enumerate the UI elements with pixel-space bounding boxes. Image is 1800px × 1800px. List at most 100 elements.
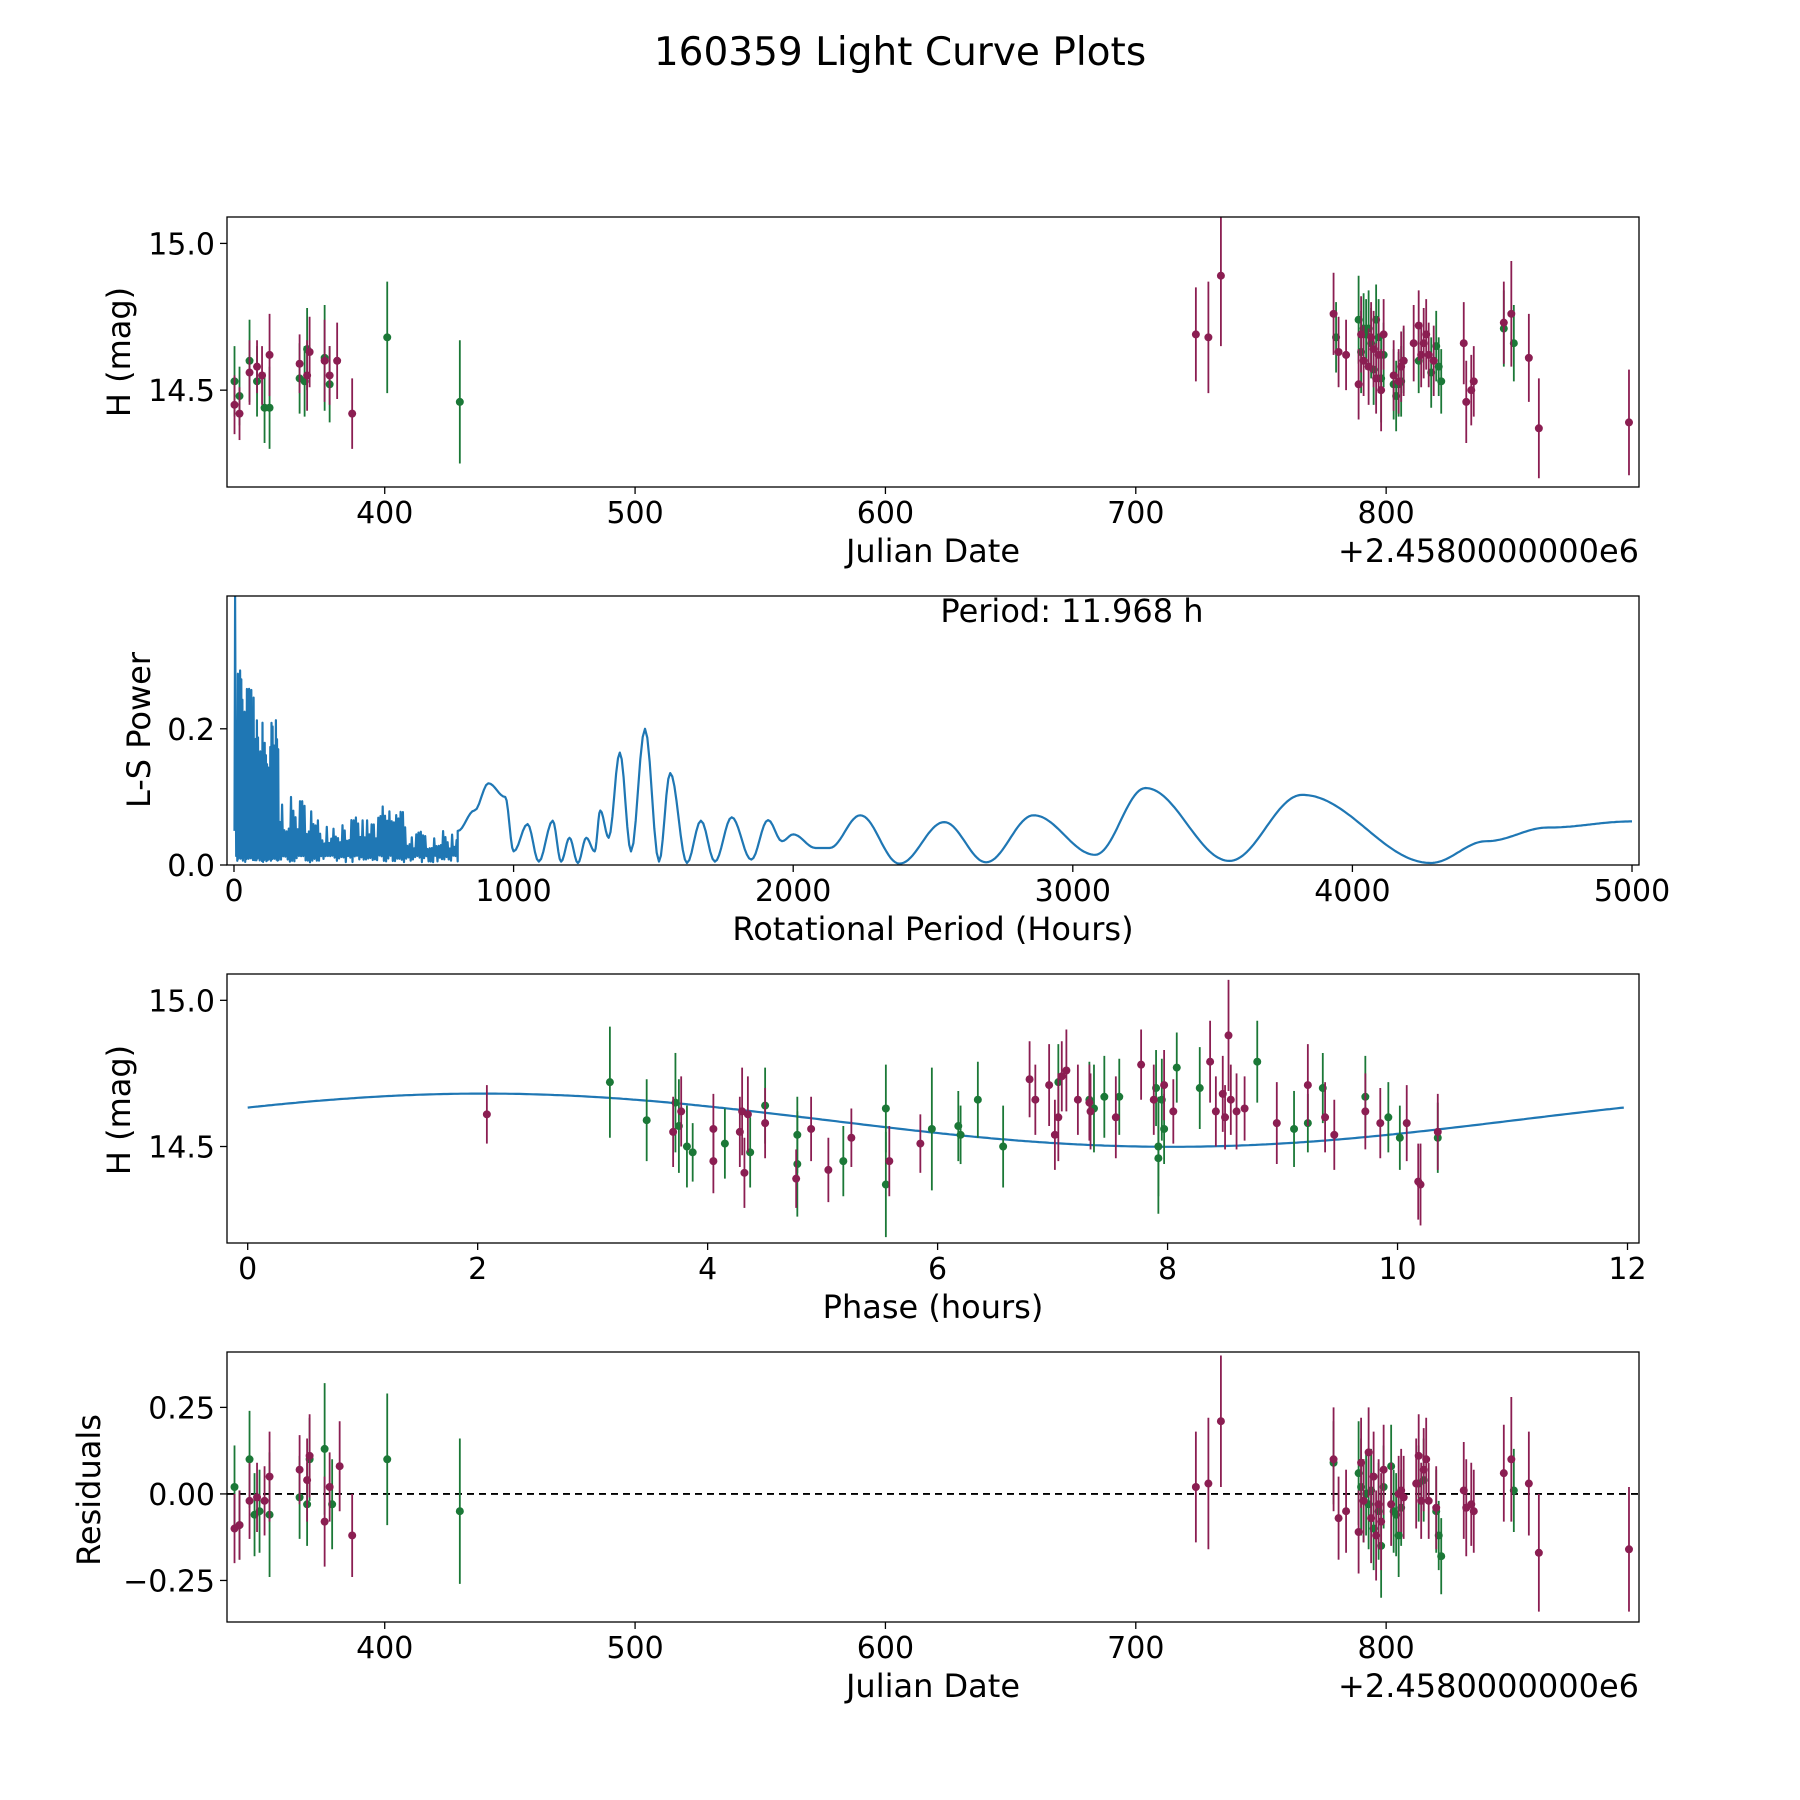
phase-point-green	[973, 1095, 982, 1104]
phase-point-green	[793, 1160, 802, 1169]
lightcurve-point-purple	[258, 371, 267, 380]
lightcurve-point-purple	[1459, 339, 1468, 348]
residual-marks	[227, 1355, 1639, 1612]
lightcurve-point-purple	[230, 400, 239, 409]
lightcurve-point-purple	[1191, 330, 1200, 339]
residual-point-purple	[1469, 1507, 1478, 1516]
lightcurve-point-purple	[265, 350, 274, 359]
periodogram-xtick-label: 3000	[1035, 874, 1111, 909]
lightcurve-offset-label: +2.4580000000e6	[1338, 532, 1639, 570]
figure-title: 160359 Light Curve Plots	[654, 30, 1146, 75]
residual-point-green	[383, 1455, 392, 1464]
lightcurve-xtick-label: 600	[857, 496, 914, 531]
phase-point-purple	[1057, 1072, 1066, 1081]
phase-point-purple	[1303, 1081, 1312, 1090]
lightcurve-point-purple	[1462, 397, 1471, 406]
residual-point-green	[1437, 1552, 1446, 1561]
periodogram-marks	[233, 596, 1632, 865]
lightcurve-point-purple	[1469, 377, 1478, 386]
lightcurve-point-purple	[1359, 356, 1368, 365]
phase-point-purple	[1402, 1119, 1411, 1128]
residual-point-purple	[325, 1483, 334, 1491]
residual-point-purple	[1364, 1448, 1373, 1457]
phase-point-purple	[916, 1139, 925, 1148]
residual-point-green	[245, 1455, 254, 1464]
phase-xlabel: Phase (hours)	[823, 1288, 1044, 1326]
phase-point-purple	[482, 1110, 491, 1119]
phase-point-purple	[1085, 1098, 1094, 1107]
lightcurve-frame	[226, 216, 1640, 488]
phase-xtick-label: 6	[928, 1252, 947, 1287]
phase-point-purple	[1361, 1107, 1370, 1116]
lightcurve-point-purple	[1534, 424, 1543, 433]
phase-frame	[226, 973, 1640, 1244]
phase-point-green	[682, 1142, 691, 1151]
residual-point-purple	[1414, 1451, 1423, 1460]
lightcurve-point-group	[230, 217, 1633, 479]
phase-point-green	[1154, 1154, 1163, 1163]
phase-point-green	[1290, 1124, 1299, 1133]
residuals-xtick-label: 800	[1358, 1631, 1415, 1666]
lightcurve-point-purple	[1624, 418, 1633, 427]
residual-point-purple	[235, 1521, 244, 1530]
residual-point-purple	[320, 1517, 329, 1526]
phase-point-purple	[792, 1174, 801, 1183]
residual-point-purple	[1329, 1455, 1338, 1464]
lightcurve-point-purple	[320, 356, 329, 365]
residual-point-purple	[1342, 1507, 1351, 1516]
lightcurve-point-purple	[235, 409, 244, 418]
phase-point-purple	[669, 1127, 678, 1136]
phase-marks	[247, 979, 1624, 1238]
periodogram-xlabel: Rotational Period (Hours)	[732, 910, 1133, 948]
periodogram-line	[233, 596, 1632, 865]
residual-point-purple	[1369, 1472, 1378, 1481]
lightcurve-point-purple	[1524, 353, 1533, 362]
lightcurve-axes: 400 500 600 700 800 14.5 15.0	[148, 227, 1415, 531]
phase-point-purple	[1224, 1031, 1233, 1040]
periodogram-annotation: Period: 11.968 h	[940, 592, 1203, 630]
periodogram-xtick-label: 2000	[755, 874, 831, 909]
phase-point-purple	[740, 1168, 749, 1177]
lightcurve-point-purple	[348, 409, 357, 418]
phase-point-purple	[1062, 1066, 1071, 1075]
residual-point-purple	[1204, 1479, 1213, 1488]
phase-point-green	[956, 1130, 965, 1139]
periodogram-ytick-label: 0.0	[167, 849, 215, 884]
periodogram-axes: 0 1000 2000 3000 4000 5000 0.0 0.2	[167, 713, 1670, 909]
phase-point-green	[839, 1157, 848, 1166]
phase-point-green	[881, 1180, 890, 1189]
phase-point-green	[881, 1104, 890, 1113]
phase-point-purple	[824, 1165, 833, 1174]
lightcurve-xtick-label: 500	[606, 496, 663, 531]
phase-xtick-label: 4	[698, 1252, 717, 1287]
periodogram-xtick-label: 0	[224, 874, 243, 909]
residuals-panel: 400 500 600 700 800 0.25 0.00 −0.25 Julian Date…	[70, 1351, 1640, 1705]
phase-point-purple	[1025, 1075, 1034, 1084]
phase-point-green	[1172, 1063, 1181, 1072]
residuals-xtick-label: 500	[606, 1631, 663, 1666]
phase-xtick-label: 10	[1378, 1252, 1416, 1287]
residual-point-purple	[1499, 1469, 1508, 1478]
residuals-xtick-label: 700	[1107, 1631, 1164, 1666]
lightcurve-point-purple	[1354, 380, 1363, 389]
residual-point-purple	[1354, 1528, 1363, 1536]
residual-point-purple	[1399, 1493, 1408, 1502]
periodogram-xtick-label: 5000	[1594, 874, 1670, 909]
phase-point-green	[1395, 1133, 1404, 1142]
residuals-xtick-label: 400	[356, 1631, 413, 1666]
residual-point-purple	[245, 1496, 254, 1505]
phase-point-purple	[709, 1157, 718, 1166]
phase-point-purple	[1240, 1104, 1249, 1113]
phase-point-purple	[1050, 1130, 1059, 1139]
periodogram-frame	[226, 595, 1640, 866]
phase-point-green	[605, 1078, 614, 1087]
lightcurve-xlabel: Julian Date	[844, 532, 1020, 570]
periodogram-xtick-label: 1000	[475, 874, 551, 909]
residual-point-purple	[1216, 1417, 1225, 1426]
residuals-axes: 400 500 600 700 800 0.25 0.00 −0.25	[123, 1391, 1415, 1666]
phase-point-purple	[743, 1110, 752, 1119]
phase-point-purple	[807, 1124, 816, 1133]
residuals-offset-label: +2.4580000000e6	[1338, 1667, 1639, 1705]
phase-ytick-label: 14.5	[148, 1131, 215, 1166]
lightcurve-panel: 400 500 600 700 800 14.5 15.0 Julian Date +2.4…	[100, 216, 1640, 570]
